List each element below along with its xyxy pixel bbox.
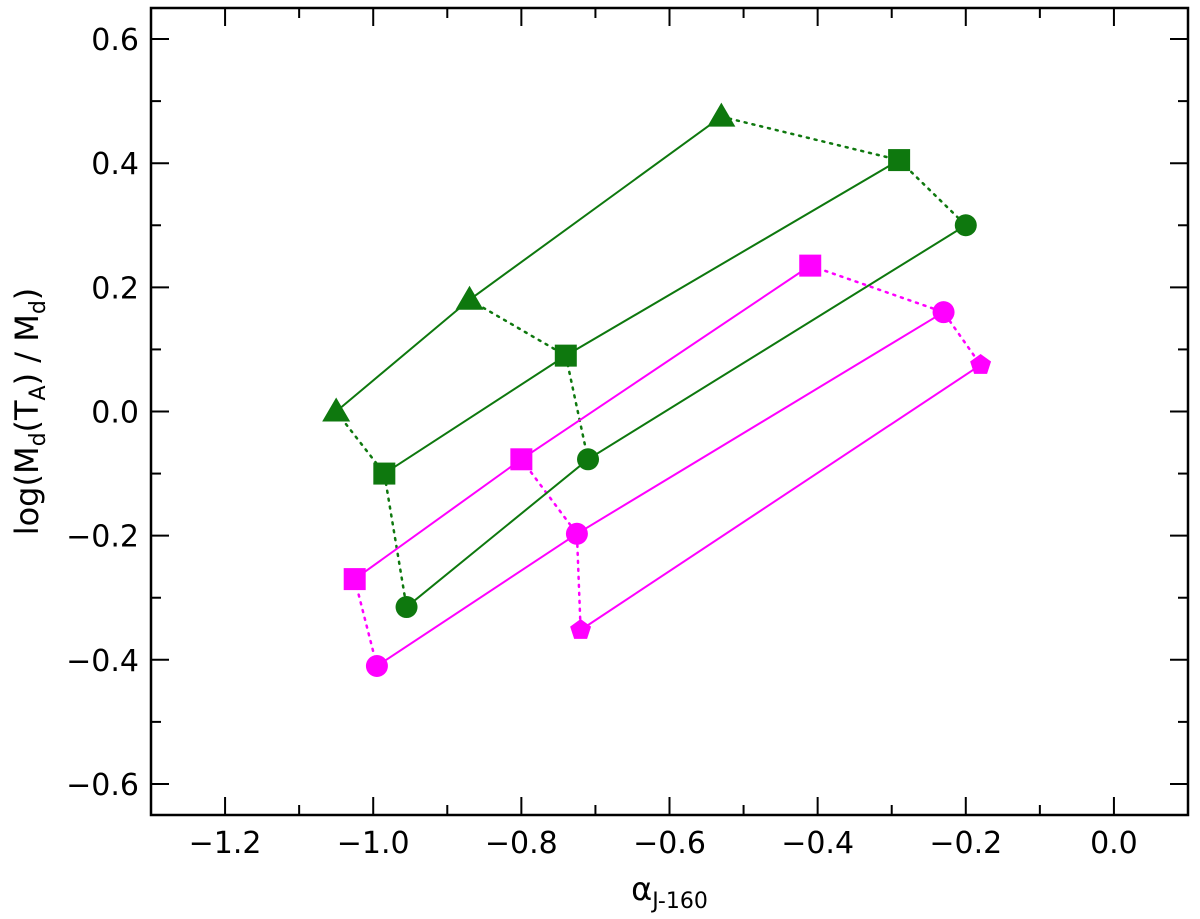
data-point-circle (565, 522, 588, 545)
x-tick-label: −0.8 (485, 826, 558, 861)
y-tick-label: 0.6 (91, 23, 139, 58)
x-axis-label-sub: J-160 (650, 889, 708, 914)
x-tick-label: −1.0 (337, 826, 410, 861)
y-axis-label-pre: log(M (8, 446, 46, 535)
series-markers (322, 102, 992, 678)
data-point-circle (954, 214, 977, 237)
dotted-connector (808, 264, 982, 367)
data-point-square (799, 254, 822, 277)
x-axis-label: αJ-160 (631, 870, 708, 914)
y-tick-label: 0.0 (91, 396, 139, 431)
x-axis-label-main: α (631, 870, 652, 908)
y-tick-label: −0.6 (66, 768, 139, 803)
dotted-connector (353, 577, 379, 668)
y-tick-label: −0.4 (66, 644, 139, 679)
data-point-triangle (707, 102, 736, 127)
data-point-circle (577, 448, 600, 471)
tick-labels: −1.2 −1.0 −0.8 −0.6 −0.4 −0.2 0.0 −0.6 −0.4 −0.2 0… (66, 23, 1138, 861)
data-point-circle (365, 655, 388, 678)
data-point-square (554, 344, 577, 367)
data-point-square (888, 149, 911, 172)
dotted-connector (334, 410, 408, 609)
axis-ticks (150, 8, 1189, 815)
y-axis-label-sub3: d (26, 300, 51, 314)
y-tick-label: −0.2 (66, 520, 139, 555)
y-axis-label-sub1: d (26, 432, 51, 446)
data-point-triangle (322, 397, 351, 422)
data-point-square (343, 568, 366, 591)
data-point-circle (395, 596, 418, 619)
x-tick-label: −0.6 (633, 826, 706, 861)
y-axis-label-post: ) / M (8, 314, 46, 385)
dotted-connector (720, 115, 968, 227)
y-tick-label: 0.4 (91, 147, 139, 182)
x-tick-label: 0.0 (1090, 826, 1138, 861)
series-line (405, 224, 967, 608)
data-point-square (373, 462, 396, 485)
dotted-connectors (334, 115, 982, 668)
data-point-circle (932, 301, 955, 324)
series-line (335, 115, 722, 413)
y-axis-label-end: ) (8, 288, 46, 300)
series-lines (335, 115, 982, 667)
x-tick-label: −1.2 (189, 826, 262, 861)
x-tick-label: −0.2 (929, 826, 1002, 861)
x-tick-label: −0.4 (781, 826, 854, 861)
dotted-connector (520, 458, 582, 632)
plot-frame (149, 6, 1190, 817)
y-tick-label: 0.2 (91, 271, 139, 306)
data-point-pentagon (970, 353, 992, 374)
data-point-square (510, 448, 533, 471)
data-point-triangle (455, 285, 484, 310)
y-axis-label: log(Md(TA) / Md) (8, 288, 51, 536)
y-axis-label-sub2: A (26, 385, 51, 400)
series-line (580, 364, 982, 631)
y-axis-label-mid: (T (8, 400, 46, 432)
data-point-pentagon (570, 619, 592, 639)
